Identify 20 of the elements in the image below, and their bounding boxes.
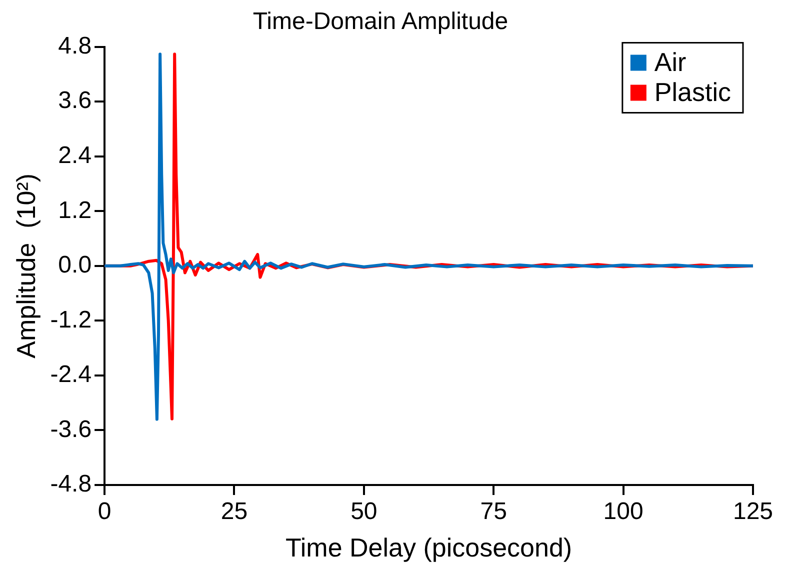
y-tick-label: -1.2 [50, 306, 92, 334]
x-axis-title: Time Delay (picosecond) [285, 532, 572, 563]
x-tick-label: 75 [480, 498, 507, 526]
x-tick-label: 125 [732, 498, 774, 526]
y-tick-label: 1.2 [58, 196, 92, 224]
y-tick-label: 3.6 [58, 87, 92, 114]
y-axis-title: Amplitude (10²) [10, 173, 41, 358]
x-tick-label: 100 [603, 498, 644, 526]
x-tick-label: 25 [220, 498, 248, 526]
legend-label: Air [654, 46, 687, 77]
x-tick-label: 0 [98, 498, 112, 526]
y-tick-label: 2.4 [58, 142, 92, 169]
y-tick-label: 4.8 [58, 32, 92, 60]
x-tick-label: 50 [350, 498, 378, 526]
y-tick-label: -4.8 [50, 470, 92, 498]
legend-label: Plastic [654, 76, 731, 107]
y-tick-label: -3.6 [50, 416, 92, 443]
y-tick-label: -2.4 [50, 361, 92, 388]
y-tick-label: 0.0 [58, 252, 92, 279]
chart-title: Time-Domain Amplitude [252, 8, 508, 36]
